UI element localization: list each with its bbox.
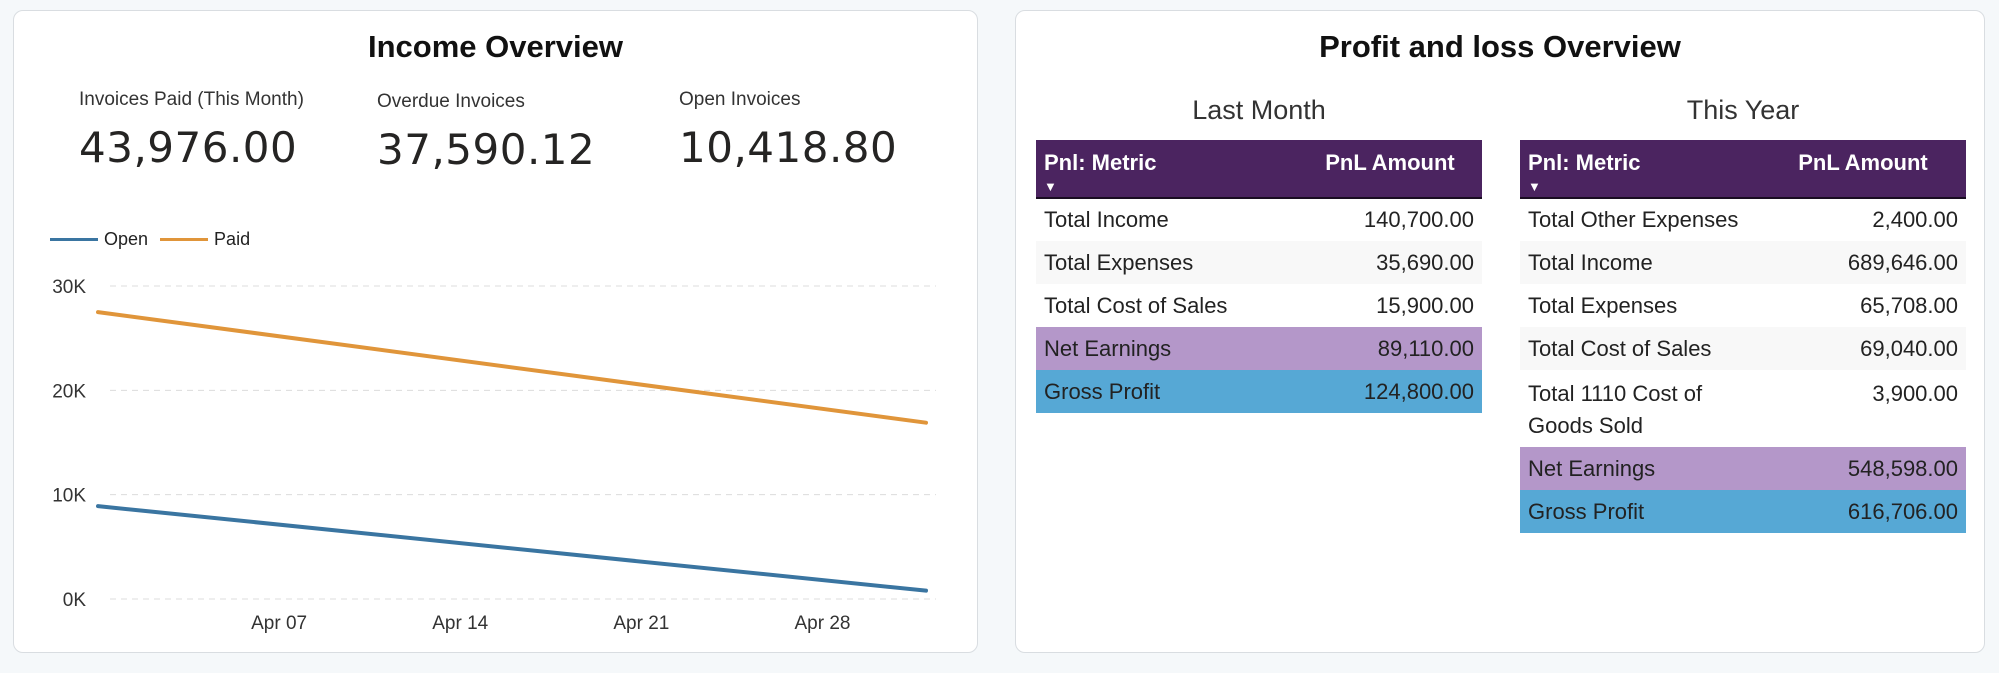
metric-cell: Total Cost of Sales [1520, 327, 1760, 370]
table-row[interactable]: Total Income 689,646.00 [1520, 241, 1966, 284]
legend-swatch-paid [160, 238, 209, 241]
y-tick-label: 10K [52, 486, 86, 507]
this-year-caption: This Year [1686, 95, 1800, 125]
table-row[interactable]: Total 1110 Cost of Goods Sold 3,900.00 [1520, 370, 1966, 447]
sort-down-icon[interactable]: ▼ [1528, 179, 1541, 194]
y-tick-label: 30K [52, 277, 86, 298]
legend-label-paid: Paid [214, 229, 251, 249]
legend-label-open: Open [104, 229, 149, 249]
x-tick-label: Apr 07 [251, 613, 307, 634]
metric-cell: Net Earnings [1520, 447, 1760, 490]
metric-cell: Total Expenses [1036, 241, 1298, 284]
table-row[interactable]: Net Earnings 548,598.00 [1520, 447, 1966, 490]
amount-cell: 69,040.00 [1760, 327, 1966, 370]
table-row[interactable]: Total Cost of Sales 15,900.00 [1036, 284, 1482, 327]
metric-cell: Total 1110 Cost of Goods Sold [1528, 381, 1703, 438]
amount-cell: 616,706.00 [1760, 490, 1966, 533]
metric-cell: Total Income [1044, 207, 1169, 232]
amount-column-header[interactable]: PnL Amount [1298, 140, 1482, 199]
table-row[interactable]: Total Expenses 35,690.00 [1036, 241, 1482, 284]
y-tick-label: 0K [63, 590, 87, 611]
table-row[interactable]: Gross Profit 616,706.00 [1520, 490, 1966, 533]
table-row[interactable]: Total Expenses 65,708.00 [1520, 284, 1966, 327]
metric-cell: Total Expenses [1528, 292, 1678, 318]
last-month-table-body: Total Income 140,700.00 Total Expenses 35,6… [1036, 198, 1482, 413]
metric-cell: Total Cost of Sales [1044, 292, 1228, 318]
kpi-value: 37,590.12 [377, 125, 596, 174]
kpi-label: Overdue Invoices [377, 91, 525, 112]
metric-header-label: Pnl: Metric [1044, 150, 1157, 175]
x-tick-label: Apr 21 [613, 613, 669, 634]
pnl-overview-panel: Profit and loss Overview Last Month Pnl:… [1015, 10, 1985, 653]
x-tick-label: Apr 14 [432, 613, 488, 634]
amount-cell: 35,690.00 [1298, 241, 1482, 284]
y-tick-label: 20K [52, 381, 86, 402]
this-year-table: Pnl: Metric ▼ PnL Amount Total Other Exp… [1520, 140, 1966, 533]
last-month-caption: Last Month [1192, 95, 1326, 125]
amount-cell: 65,708.00 [1860, 292, 1958, 318]
amount-cell: 689,646.00 [1760, 241, 1966, 284]
income-line-chart[interactable]: 30K 20K 10K 0K Apr 07 Apr 14 Apr 21 Apr 28 [14, 261, 974, 641]
table-row[interactable]: Gross Profit 124,800.00 [1036, 370, 1482, 413]
legend-item-paid[interactable]: Paid [160, 229, 250, 250]
table-header-row: Pnl: Metric ▼ PnL Amount [1520, 140, 1966, 199]
kpi-value: 43,976.00 [79, 123, 298, 172]
amount-cell: 3,900.00 [1872, 381, 1958, 406]
amount-cell: 140,700.00 [1363, 207, 1474, 232]
table-row[interactable]: Total Other Expenses 2,400.00 [1520, 198, 1966, 241]
metric-column-header[interactable]: Pnl: Metric ▼ [1520, 140, 1760, 199]
kpi-label: Open Invoices [679, 89, 801, 110]
amount-column-header[interactable]: PnL Amount [1760, 140, 1966, 199]
series-line-open[interactable] [96, 504, 928, 593]
kpi-value: 10,418.80 [679, 123, 898, 172]
chart-legend: Open Paid [50, 229, 256, 250]
pnl-overview-title: Profit and loss Overview [1319, 29, 1681, 64]
kpi-invoices-paid[interactable]: Invoices Paid (This Month) 43,976.00 [79, 89, 304, 172]
legend-swatch-open [50, 238, 98, 241]
amount-cell: 15,900.00 [1376, 292, 1474, 318]
table-row[interactable]: Total Cost of Sales 69,040.00 [1520, 327, 1966, 370]
series-line-paid[interactable] [96, 310, 928, 425]
income-overview-title: Income Overview [367, 29, 623, 64]
metric-cell: Gross Profit [1036, 370, 1298, 413]
kpi-label: Invoices Paid (This Month) [79, 89, 304, 110]
amount-cell: 548,598.00 [1760, 447, 1966, 490]
table-row[interactable]: Total Income 140,700.00 [1036, 198, 1482, 241]
x-tick-label: Apr 28 [795, 613, 851, 634]
metric-cell: Total Income [1520, 241, 1760, 284]
table-header-row: Pnl: Metric ▼ PnL Amount [1036, 140, 1482, 199]
income-overview-panel: Income Overview Invoices Paid (This Mont… [13, 10, 978, 653]
this-year-table-body: Total Other Expenses 2,400.00 Total Income… [1520, 198, 1966, 533]
kpi-overdue-invoices[interactable]: Overdue Invoices 37,590.12 [377, 91, 595, 174]
sort-down-icon[interactable]: ▼ [1044, 179, 1057, 194]
amount-cell: 2,400.00 [1872, 207, 1958, 232]
amount-cell: 124,800.00 [1298, 370, 1482, 413]
metric-column-header[interactable]: Pnl: Metric ▼ [1036, 140, 1298, 199]
legend-item-open[interactable]: Open [50, 229, 148, 250]
kpi-open-invoices[interactable]: Open Invoices 10,418.80 [679, 89, 897, 172]
metric-cell: Gross Profit [1520, 490, 1760, 533]
amount-cell: 89,110.00 [1298, 327, 1482, 370]
metric-cell: Net Earnings [1036, 327, 1298, 370]
metric-header-label: Pnl: Metric [1528, 150, 1641, 175]
metric-cell: Total Other Expenses [1528, 207, 1739, 232]
table-row[interactable]: Net Earnings 89,110.00 [1036, 327, 1482, 370]
last-month-table: Pnl: Metric ▼ PnL Amount Total Income 140… [1036, 140, 1482, 413]
